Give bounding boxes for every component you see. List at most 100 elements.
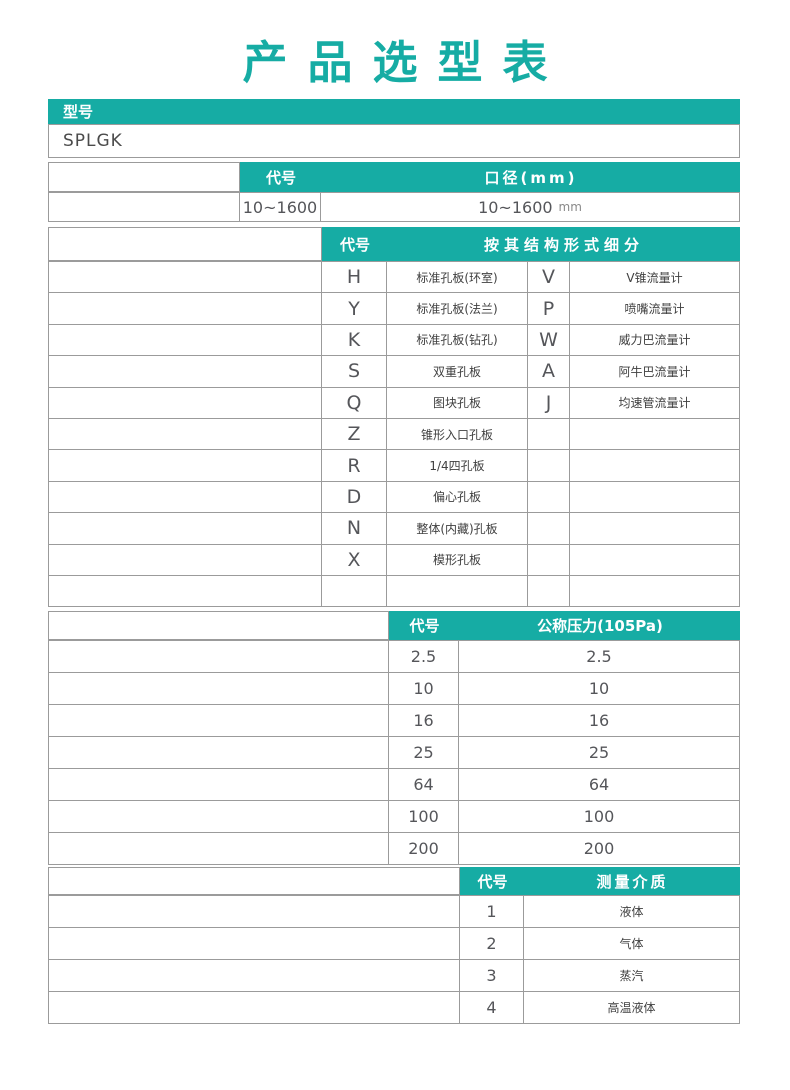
empty-cell: [48, 386, 322, 419]
structure-desc: 1/4四孔板: [429, 459, 485, 474]
structure-desc-cell: 图块孔板: [386, 386, 528, 419]
medium-value-cell: 液体: [523, 895, 740, 929]
medium-code: 2: [486, 934, 497, 954]
diameter-value-row: 10~1600 10~1600 mm: [48, 192, 740, 222]
structure-code: Q: [346, 391, 362, 414]
structure-code2: V: [542, 266, 555, 289]
structure-desc2-cell: [569, 480, 740, 514]
medium-value-cell: 气体: [523, 927, 740, 961]
structure-code: Y: [348, 297, 360, 320]
empty-cell: [48, 192, 240, 222]
pressure-value: 200: [583, 839, 615, 859]
medium-value: 高温液体: [607, 1001, 656, 1016]
medium-code: 4: [486, 998, 497, 1018]
structure-desc-cell: 标准孔板(环室): [386, 261, 528, 294]
pressure-value: 25: [588, 743, 610, 763]
medium-row: 3 蒸汽: [48, 959, 740, 993]
structure-desc2-cell: [569, 512, 740, 545]
structure-desc2-cell: 喷嘴流量计: [569, 292, 740, 325]
model-header-row: 型号: [48, 99, 740, 124]
diameter-unit: mm: [558, 200, 582, 214]
pressure-row: 64 64: [48, 768, 740, 802]
pressure-value-cell: 64: [458, 768, 740, 802]
structure-code: H: [346, 266, 362, 289]
medium-code-cell: 4: [459, 991, 524, 1025]
model-section: 型号 SPLGK: [48, 99, 740, 158]
structure-code2-cell: W: [527, 323, 570, 357]
pressure-code: 10: [413, 679, 434, 699]
empty-cell: [48, 261, 322, 294]
diameter-code: 10~1600: [242, 197, 318, 217]
empty-cell: [48, 704, 389, 738]
medium-code: 3: [486, 966, 497, 986]
structure-desc-cell: 模形孔板: [386, 543, 528, 576]
pressure-value-cell: 16: [458, 704, 740, 738]
pressure-value: 64: [588, 775, 610, 795]
structure-code-cell: K: [321, 323, 387, 357]
structure-desc2: V锥流量计: [626, 270, 683, 285]
structure-code2-cell: [527, 480, 570, 514]
structure-desc2-cell: [569, 449, 740, 482]
structure-code-cell: N: [321, 512, 387, 545]
empty-cell: [48, 162, 240, 192]
structure-code: X: [347, 548, 361, 571]
empty-cell: [48, 867, 460, 896]
pressure-row: 10 10: [48, 672, 740, 706]
medium-value-cell: 高温液体: [523, 991, 740, 1025]
empty-cell: [48, 512, 322, 545]
structure-rows: H 标准孔板(环室) V V锥流量计 Y 标准孔板(法兰) P 喷嘴流量计 K: [48, 261, 740, 608]
model-value-cell: SPLGK: [48, 124, 740, 158]
empty-cell: [48, 227, 322, 261]
pressure-code: 64: [413, 775, 434, 795]
pressure-code-cell: 16: [388, 704, 459, 738]
structure-desc2-cell: [569, 417, 740, 451]
structure-code2-cell: [527, 449, 570, 482]
empty-cell: [48, 927, 460, 961]
medium-value: 气体: [619, 937, 644, 952]
pressure-header-row: 代号 公称压力(105Pa): [48, 611, 740, 641]
empty-cell: [48, 959, 460, 993]
pressure-row: 25 25: [48, 736, 740, 770]
medium-value: 液体: [619, 905, 644, 920]
structure-code-cell: Y: [321, 292, 387, 325]
pressure-value: 100: [583, 807, 615, 827]
structure-code-cell: [321, 574, 387, 608]
empty-cell: [48, 449, 322, 482]
structure-code: D: [346, 485, 362, 508]
structure-code-cell: D: [321, 480, 387, 514]
structure-section: 代号 按其结构形式细分 H 标准孔板(环室) V V锥流量计 Y 标准孔板(法兰…: [48, 227, 740, 608]
empty-cell: [48, 672, 389, 706]
empty-cell: [48, 736, 389, 770]
pressure-header-bar: 代号 公称压力(105Pa): [389, 611, 740, 641]
structure-code2: P: [542, 297, 555, 320]
structure-code-cell: R: [321, 449, 387, 482]
empty-cell: [48, 768, 389, 802]
diameter-section: 代号 口径(mm) 10~1600 10~1600 mm: [48, 162, 740, 222]
pressure-row: 16 16: [48, 704, 740, 738]
structure-row: Q 图块孔板 J 均速管流量计: [48, 386, 740, 419]
structure-code-cell: Z: [321, 417, 387, 451]
pressure-code-header: 代号: [409, 617, 440, 636]
structure-desc: 模形孔板: [432, 553, 481, 568]
structure-header-row: 代号 按其结构形式细分: [48, 227, 740, 261]
empty-cell: [48, 292, 322, 325]
structure-code: Z: [347, 423, 361, 446]
product-selection-table: 型号 SPLGK 代号 口径(mm) 10~1600 10~1600: [48, 99, 740, 1025]
medium-value: 蒸汽: [619, 969, 644, 984]
pressure-code-cell: 100: [388, 800, 459, 834]
model-header-label: 型号: [63, 103, 94, 121]
pressure-header-label: 公称压力(105Pa): [537, 617, 663, 636]
pressure-code: 100: [408, 807, 439, 827]
structure-code-cell: X: [321, 543, 387, 576]
medium-code: 1: [486, 902, 497, 922]
pressure-value: 2.5: [586, 647, 612, 667]
medium-rows: 1 液体 2 气体 3 蒸汽 4 高温液体: [48, 895, 740, 1025]
empty-cell: [48, 895, 460, 929]
structure-row: S 双重孔板 A 阿牛巴流量计: [48, 355, 740, 388]
structure-desc: 双重孔板: [432, 364, 481, 379]
structure-desc: 锥形入口孔板: [420, 427, 493, 442]
diameter-header-row: 代号 口径(mm): [48, 162, 740, 192]
pressure-rows: 2.5 2.5 10 10 16 16 25 25: [48, 640, 740, 866]
structure-desc-cell: 偏心孔板: [386, 480, 528, 514]
pressure-code: 200: [408, 839, 439, 859]
